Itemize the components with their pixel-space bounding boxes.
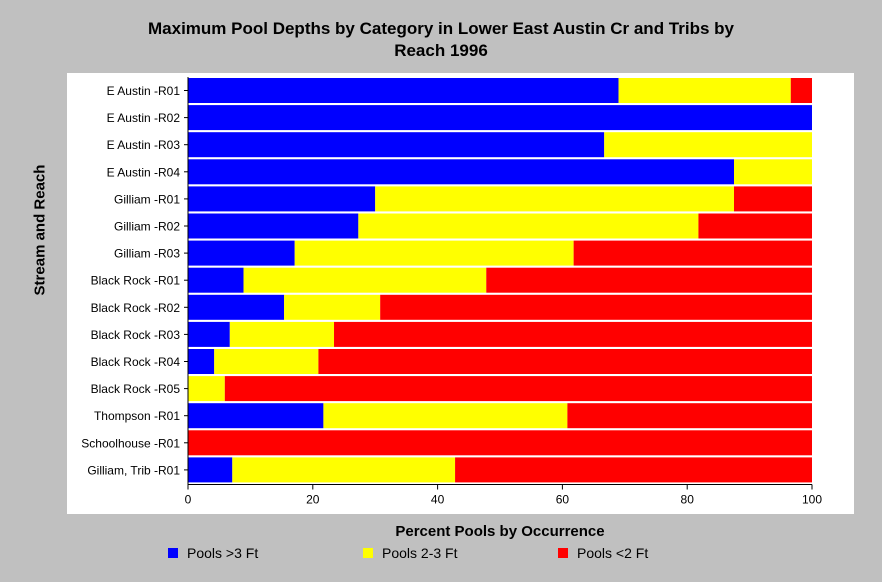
- x-tick-label: 100: [802, 493, 822, 507]
- bar-2-row-4: [734, 159, 812, 185]
- bar-2-row-5: [375, 186, 734, 212]
- bar-2-row-12: [188, 376, 225, 402]
- bar-3-row-12: [224, 376, 813, 402]
- bar-2-row-1: [618, 78, 791, 103]
- chart-title: Maximum Pool Depths by Category in Lower…: [0, 18, 882, 62]
- bar-1-row-11: [188, 349, 215, 374]
- bar-3-row-8: [486, 267, 812, 293]
- bar-2-row-3: [604, 132, 812, 158]
- y-tick-label: E Austin -R04: [107, 165, 181, 179]
- legend-swatch: [168, 548, 178, 558]
- bar-2-row-10: [229, 321, 335, 347]
- y-axis-label: Stream and Reach: [31, 164, 49, 296]
- bar-3-row-6: [698, 213, 812, 239]
- y-tick-label: Gilliam -R01: [114, 192, 180, 206]
- legend-label: Pools 2-3 Ft: [382, 545, 458, 561]
- bar-3-row-9: [380, 294, 812, 320]
- bar-2-row-6: [358, 213, 699, 239]
- legend-label: Pools >3 Ft: [187, 545, 259, 561]
- bar-3-row-14: [188, 430, 812, 456]
- bar-1-row-7: [188, 240, 295, 266]
- bar-1-row-6: [188, 213, 359, 239]
- y-tick-label: E Austin -R02: [107, 111, 181, 125]
- chart-title-line-1: Maximum Pool Depths by Category in Lower…: [148, 19, 734, 38]
- bar-1-row-9: [188, 294, 285, 320]
- x-axis-label: Percent Pools by Occurrence: [395, 523, 605, 540]
- bar-1-row-5: [188, 186, 376, 212]
- bar-1-row-1: [188, 78, 619, 103]
- bar-1-row-3: [188, 132, 605, 158]
- y-tick-label: E Austin -R01: [107, 84, 181, 98]
- legend-item: Pools 2-3 Ft: [363, 545, 457, 561]
- bar-1-row-2: [188, 105, 812, 131]
- bar-1-row-15: [188, 457, 233, 483]
- y-tick-label: Gilliam, Trib -R01: [87, 463, 180, 477]
- bar-2-row-9: [284, 294, 381, 320]
- y-tick-label: Black Rock -R01: [91, 274, 181, 288]
- bar-1-row-10: [188, 321, 230, 347]
- bar-3-row-7: [573, 240, 812, 266]
- x-tick-label: 60: [556, 493, 570, 507]
- bar-1-row-13: [188, 403, 324, 429]
- y-tick-label: Black Rock -R04: [91, 355, 181, 369]
- bar-3-row-5: [734, 186, 812, 212]
- legend-item: Pools <2 Ft: [558, 545, 648, 561]
- plot-panel: E Austin -R01 E Austin -R02 E Austin -R03 E…: [67, 73, 854, 514]
- x-tick-label: 0: [185, 493, 192, 507]
- bar-1-row-4: [188, 159, 734, 185]
- bar-2-row-13: [323, 403, 568, 429]
- y-tick-label: Black Rock -R05: [91, 382, 181, 396]
- chart-plot: E Austin -R01 E Austin -R02 E Austin -R03 E…: [81, 77, 822, 507]
- x-tick-label: 80: [681, 493, 695, 507]
- y-tick-label: E Austin -R03: [107, 138, 181, 152]
- legend-label: Pools <2 Ft: [577, 545, 649, 561]
- bar-3-row-10: [334, 321, 812, 347]
- bar-2-row-7: [294, 240, 574, 266]
- bar-2-row-11: [214, 349, 319, 374]
- y-tick-label: Thompson -R01: [94, 409, 180, 423]
- y-tick-label: Black Rock -R02: [91, 301, 181, 315]
- x-tick-label: 20: [306, 493, 320, 507]
- y-tick-label: Schoolhouse -R01: [81, 436, 180, 450]
- y-tick-label: Black Rock -R03: [91, 328, 181, 342]
- bar-3-row-11: [318, 349, 812, 374]
- chart-title-line-2: Reach 1996: [394, 41, 488, 60]
- y-tick-label: Gilliam -R03: [114, 247, 180, 261]
- bar-3-row-13: [567, 403, 812, 429]
- y-tick-label: Gilliam -R02: [114, 220, 180, 234]
- legend-item: Pools >3 Ft: [168, 545, 258, 561]
- bar-3-row-15: [455, 457, 812, 483]
- legend: Pools >3 Ft Pools 2-3 Ft Pools <2 Ft: [0, 545, 882, 565]
- bar-1-row-8: [188, 267, 244, 293]
- bar-2-row-15: [232, 457, 456, 483]
- x-tick-label: 40: [431, 493, 445, 507]
- legend-swatch: [558, 548, 568, 558]
- legend-swatch: [363, 548, 373, 558]
- bar-3-row-1: [790, 78, 812, 103]
- bar-2-row-8: [243, 267, 487, 293]
